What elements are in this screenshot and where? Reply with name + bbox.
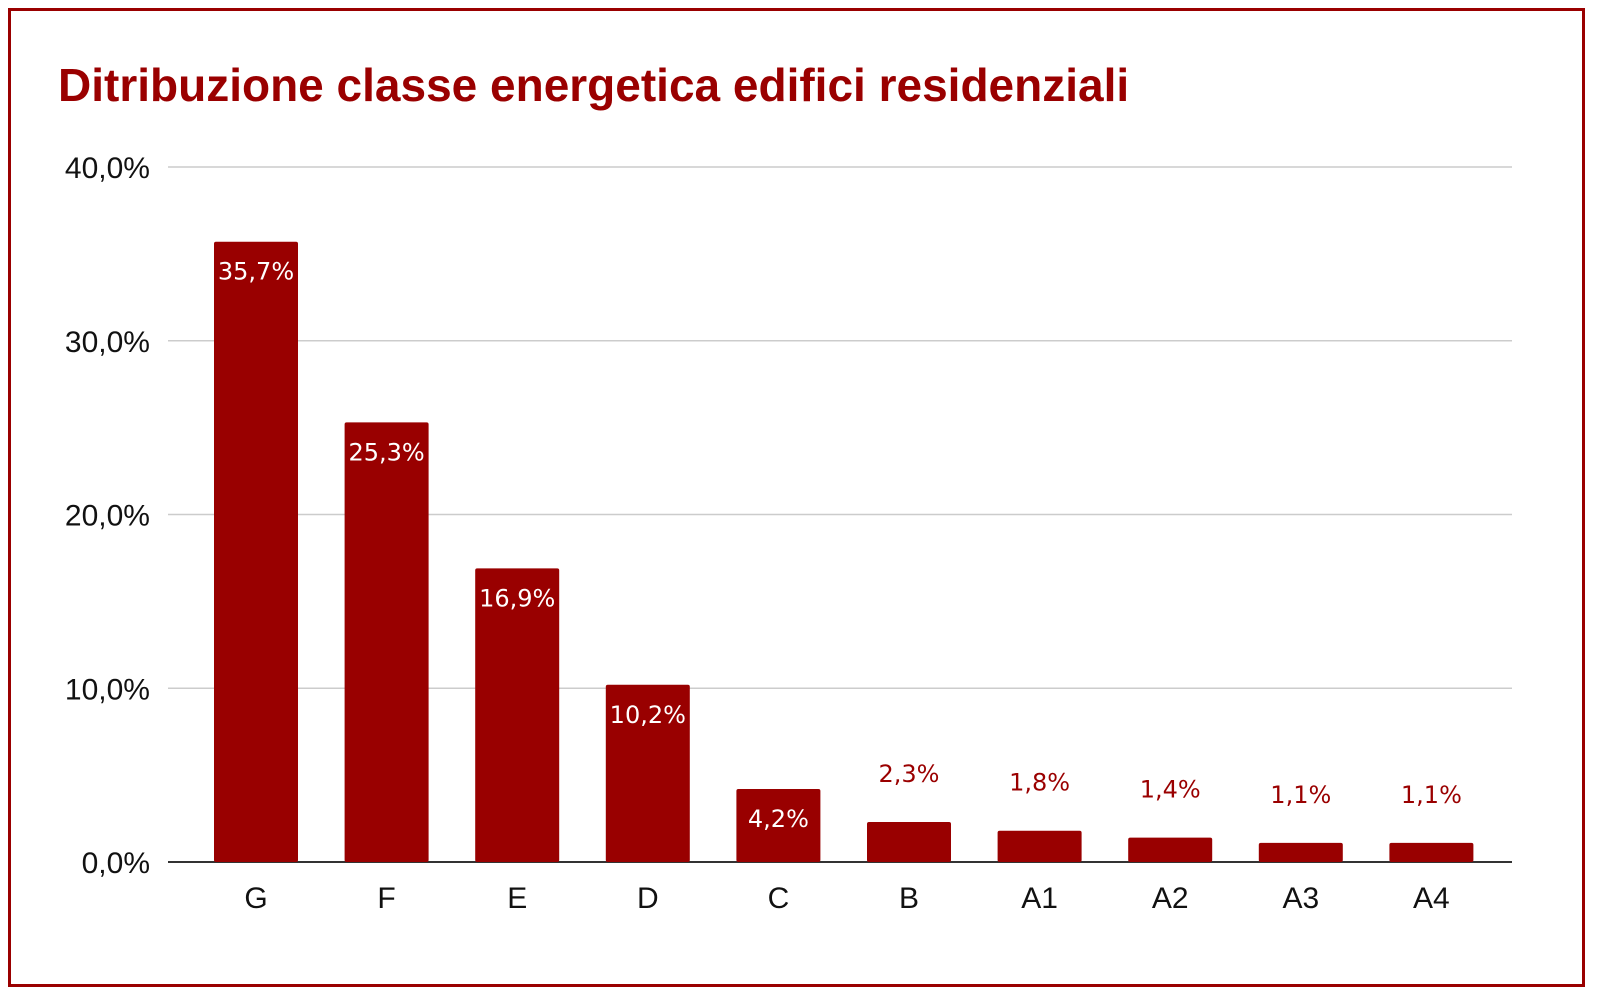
x-category-label: A1	[1021, 882, 1058, 915]
bar	[214, 241, 298, 862]
y-tick-label: 40,0%	[65, 152, 150, 185]
data-label: 4,2%	[748, 805, 809, 833]
bar	[344, 422, 429, 862]
data-label: 16,9%	[479, 584, 555, 612]
x-category-label: D	[637, 882, 659, 915]
x-axis-categories: G F E D C B A1 A2 A3 A4	[244, 882, 1449, 915]
x-category-label: B	[899, 882, 919, 915]
x-category-label: E	[507, 882, 527, 915]
x-category-label: A4	[1413, 882, 1450, 915]
x-category-label: A3	[1282, 882, 1319, 915]
data-label: 1,4%	[1140, 776, 1201, 804]
bar	[997, 830, 1082, 862]
data-label: 1,1%	[1270, 781, 1331, 809]
data-label: 25,3%	[348, 438, 424, 466]
y-tick-label: 30,0%	[65, 326, 150, 359]
bar	[1389, 842, 1474, 862]
chart-title: Ditribuzione classe energetica edifici r…	[58, 59, 1130, 111]
x-category-label: C	[768, 882, 790, 915]
x-category-label: G	[244, 882, 267, 915]
data-label: 2,3%	[879, 760, 940, 788]
bar	[1128, 837, 1213, 862]
data-label: 1,8%	[1009, 769, 1070, 797]
x-category-label: A2	[1152, 882, 1189, 915]
bar	[475, 568, 560, 862]
y-axis-ticks: 0,0% 10,0% 20,0% 30,0% 40,0%	[65, 152, 150, 880]
x-category-label: F	[377, 882, 395, 915]
bar	[736, 789, 821, 862]
y-tick-label: 20,0%	[65, 500, 150, 533]
y-tick-label: 0,0%	[82, 847, 150, 880]
data-labels: 35,7% 25,3% 16,9% 10,2% 4,2% 2,3% 1,8% 1,4% 1,1%…	[218, 258, 1462, 833]
bar	[1258, 842, 1343, 862]
data-label: 10,2%	[610, 701, 686, 729]
bar	[867, 822, 951, 862]
bar	[605, 684, 690, 862]
y-tick-label: 10,0%	[65, 673, 150, 706]
data-label: 1,1%	[1401, 781, 1462, 809]
data-label: 35,7%	[218, 258, 294, 286]
chart-frame	[8, 8, 1585, 987]
bars	[214, 241, 1474, 862]
